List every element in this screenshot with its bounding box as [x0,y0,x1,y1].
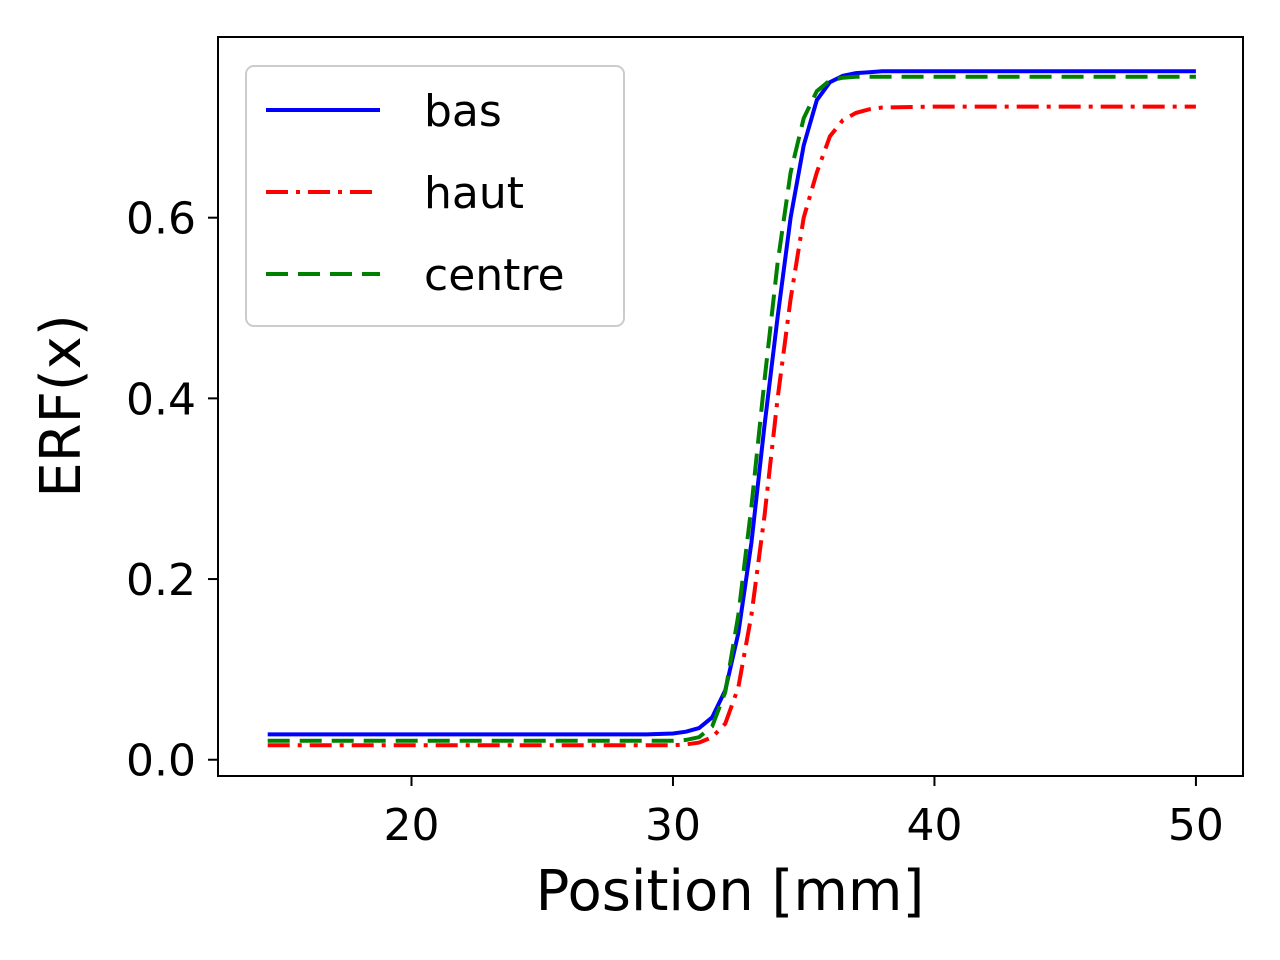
x-tick-label: 20 [383,800,439,851]
legend: bas haut centre [245,65,625,327]
series-line-centre [267,74,1196,743]
legend-label-centre: centre [424,250,565,301]
plot-area-series [267,69,1196,748]
y-tick-label: 0.6 [126,194,196,245]
legend-box [245,65,625,327]
plot-frame [217,36,1244,777]
legend-label-haut: haut [424,168,524,219]
x-tick-label: 40 [906,800,962,851]
x-tick-label: 50 [1168,800,1224,851]
x-tick-label: 30 [645,800,701,851]
y-axis-label: ERF(x) [29,314,94,497]
y-tick-label: 0.0 [126,736,196,787]
y-tick-label: 0.4 [126,374,196,425]
x-axis-label: Position [mm] [536,859,925,924]
x-axis-ticks: 20 30 40 50 [383,776,1224,851]
series-line-bas [267,69,1196,737]
legend-label-bas: bas [424,86,502,137]
y-tick-label: 0.2 [126,555,196,606]
y-axis-ticks: 0.0 0.2 0.4 0.6 [126,194,218,787]
